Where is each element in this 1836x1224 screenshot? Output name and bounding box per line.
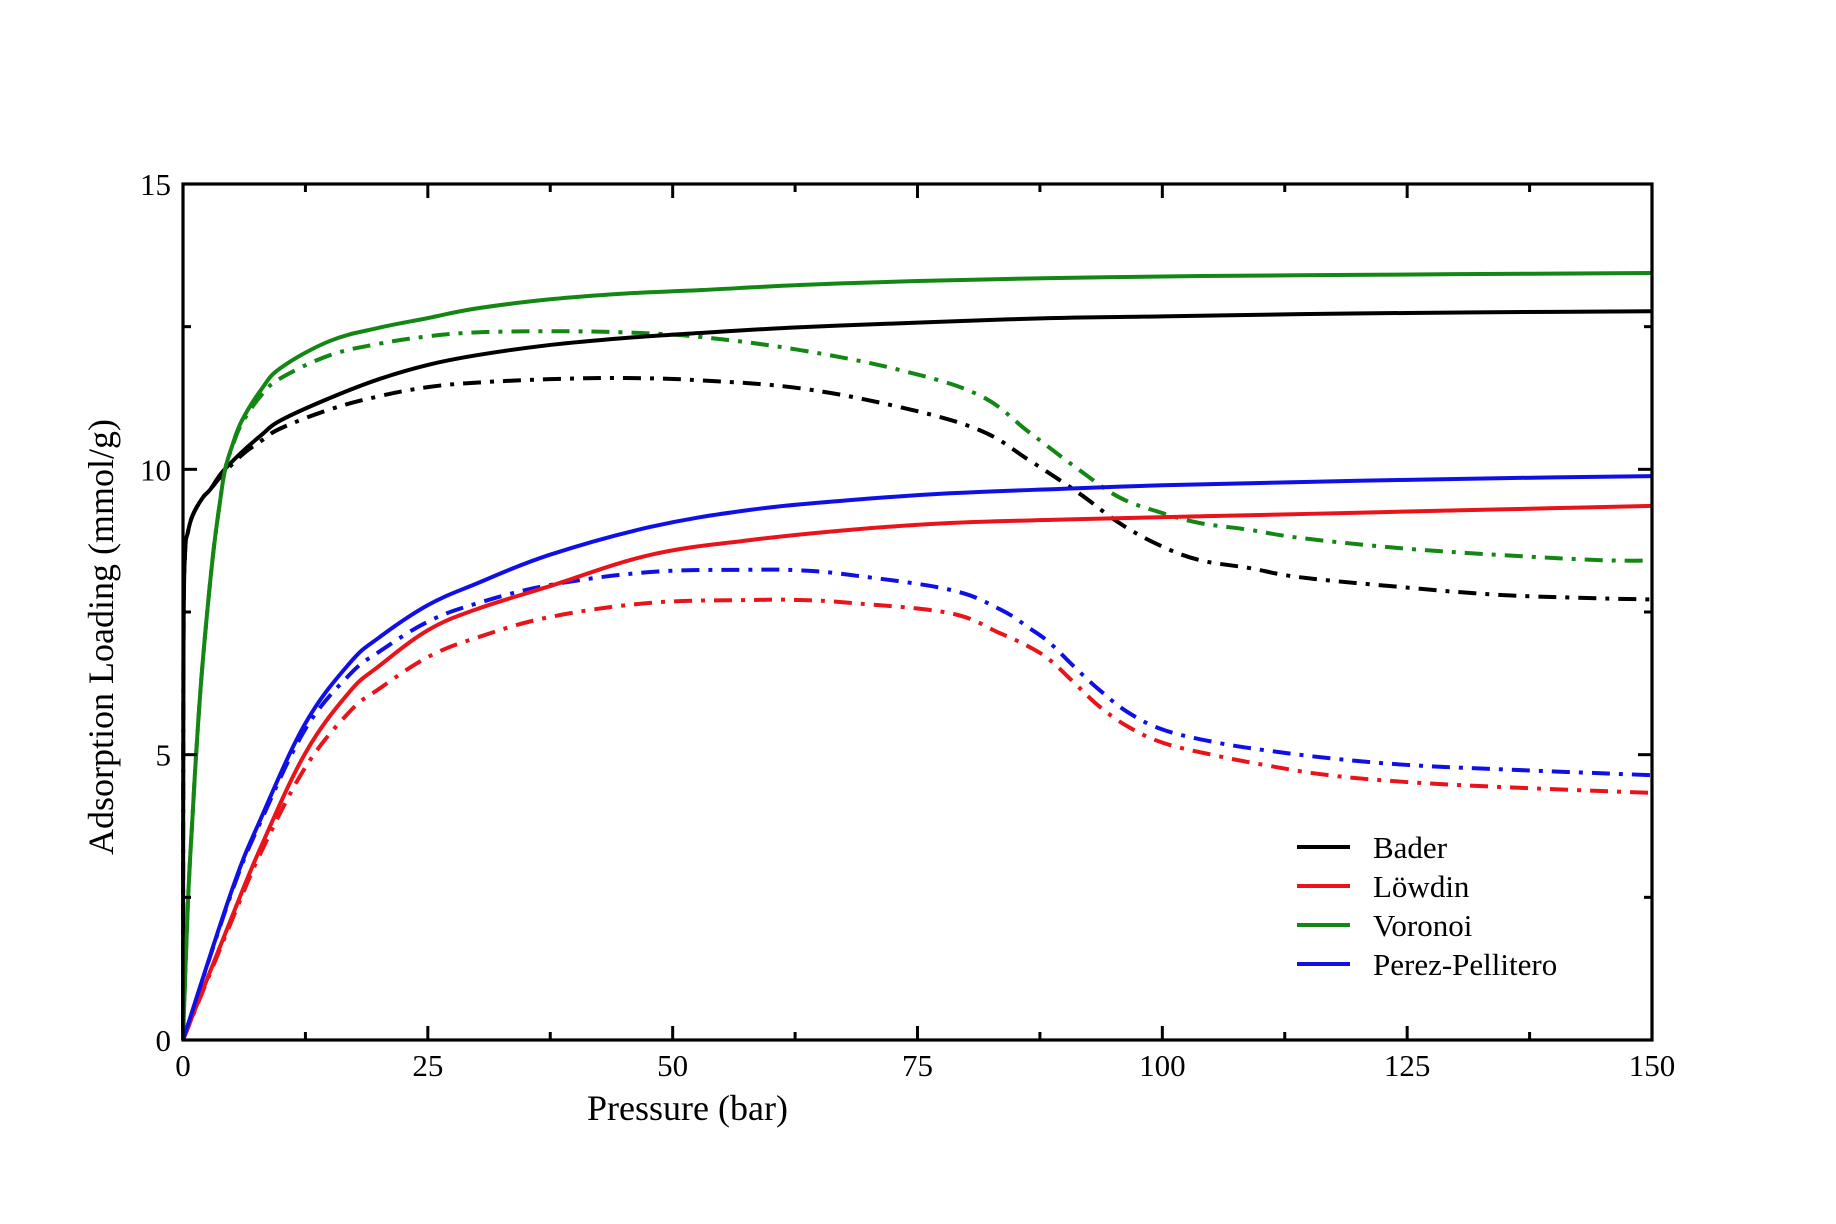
legend-label: Voronoi [1373, 908, 1473, 943]
x-tick-label: 100 [1139, 1048, 1186, 1083]
x-tick-label: 25 [412, 1048, 443, 1083]
series-line-bader-solid [181, 309, 1653, 1041]
y-tick-label: 0 [156, 1023, 172, 1058]
series-layer [181, 271, 1653, 1041]
legend-label: Bader [1373, 830, 1448, 865]
x-tick-label: 50 [657, 1048, 688, 1083]
x-tick-label: 150 [1629, 1048, 1676, 1083]
series-line-perez-pellitero-dashdot [181, 567, 1653, 1041]
legend-entry: Voronoi [1297, 908, 1473, 943]
y-tick-label: 15 [140, 167, 171, 202]
x-tick-label: 75 [902, 1048, 933, 1083]
y-tick-label: 5 [156, 738, 172, 773]
series-line-l-wdin-solid [181, 503, 1653, 1041]
legend-label: Löwdin [1373, 869, 1470, 904]
series-line-voronoi-solid [181, 271, 1653, 1041]
y-axis-title: Adsorption Loading (mmol/g) [81, 419, 121, 855]
legend: Bader Löwdin Voronoi Perez-Pellitero [1297, 830, 1557, 982]
ticks-layer [181, 182, 1654, 1042]
x-tick-label: 125 [1384, 1048, 1431, 1083]
legend-entry: Bader [1297, 830, 1448, 865]
series-line-perez-pellitero-solid [181, 474, 1653, 1041]
series-line-l-wdin-dashdot [181, 597, 1653, 1041]
y-tick-label: 10 [140, 452, 171, 487]
legend-label: Perez-Pellitero [1373, 947, 1557, 982]
legend-entry: Löwdin [1297, 869, 1470, 904]
legend-entry: Perez-Pellitero [1297, 947, 1557, 982]
x-axis-title: Pressure (bar) [587, 1088, 788, 1128]
tick-labels-layer: 0 25 50 75 100 125 150 0 5 10 15 [140, 167, 1675, 1083]
series-line-voronoi-dashdot [181, 329, 1653, 1041]
x-tick-label: 0 [175, 1048, 191, 1083]
